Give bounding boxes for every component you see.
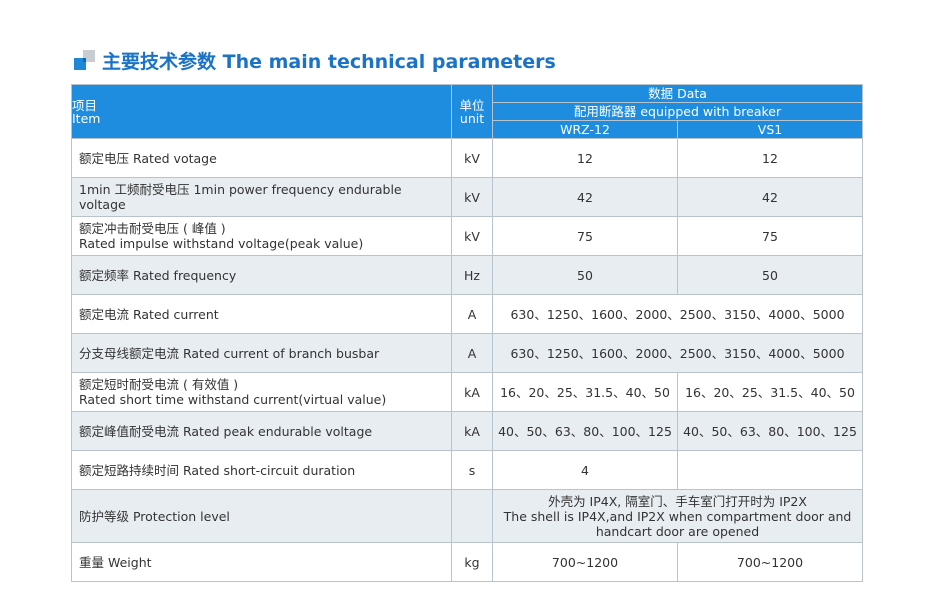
header-breaker: 配用断路器 equipped with breaker (491, 102, 864, 121)
row-unit: s (451, 450, 493, 490)
row-value-wrz12: 42 (492, 177, 678, 217)
table-row: 分支母线额定电流 Rated current of branch busbar … (71, 333, 864, 373)
row-name: 额定峰值耐受电流 Rated peak endurable voltage (71, 411, 452, 451)
section-heading: 主要技术参数 The main technical parameters (74, 46, 556, 74)
row-value-vs1: 700~1200 (676, 542, 864, 582)
row-name-cn: 额定短时耐受电流 ( 有效值 ) (79, 377, 239, 392)
row-value-wrz12: 16、20、25、31.5、40、50 (492, 372, 678, 412)
row-unit: A (451, 333, 493, 373)
table-row: 1min 工频耐受电压 1min power frequency endurab… (71, 177, 864, 217)
technical-parameters-table: 项目 Item 单位 unit 数据 Data 配用断路器 equipped w… (71, 84, 864, 582)
protection-line-en-2: handcart door are opened (595, 523, 760, 539)
row-value-merged: 630、1250、1600、2000、2500、3150、4000、5000 (491, 294, 864, 334)
header-unit-cn: 单位 (459, 97, 485, 113)
row-unit: A (451, 294, 493, 334)
row-name-cn: 额定冲击耐受电压 ( 峰值 ) (79, 221, 226, 236)
table-row: 防护等级 Protection level 外壳为 IP4X, 隔室门、手车室门… (71, 489, 864, 543)
row-name: 额定短路持续时间 Rated short-circuit duration (71, 450, 452, 490)
row-name: 额定电压 Rated votage (71, 138, 452, 178)
row-value-wrz12: 4 (492, 450, 678, 490)
row-unit: kV (451, 177, 493, 217)
row-unit: kA (451, 411, 493, 451)
row-value-vs1: 12 (676, 138, 864, 178)
row-name-en: Rated impulse withstand voltage(peak val… (79, 236, 364, 251)
table-row: 额定短时耐受电流 ( 有效值 ) Rated short time withst… (71, 372, 864, 412)
row-value-vs1: 16、20、25、31.5、40、50 (676, 372, 864, 412)
row-value-vs1 (676, 450, 864, 490)
row-name: 重量 Weight (71, 542, 452, 582)
table-row: 重量 Weight kg 700~1200 700~1200 (71, 542, 864, 582)
table-row: 额定电压 Rated votage kV 12 12 (71, 138, 864, 178)
row-value-wrz12: 50 (492, 255, 678, 295)
table-row: 额定冲击耐受电压 ( 峰值 ) Rated impulse withstand … (71, 216, 864, 256)
header-item-en: Item (72, 110, 101, 126)
protection-line-en-1: The shell is IP4X,and IP2X when compartm… (503, 508, 852, 524)
header-data: 数据 Data (491, 84, 864, 103)
row-unit: kV (451, 138, 493, 178)
table-row: 额定频率 Rated frequency Hz 50 50 (71, 255, 864, 295)
row-name: 分支母线额定电流 Rated current of branch busbar (71, 333, 452, 373)
header-col-vs1: VS1 (676, 120, 864, 139)
row-value-vs1: 50 (676, 255, 864, 295)
header-item-cn: 项目 (72, 97, 98, 113)
row-value-vs1: 42 (676, 177, 864, 217)
row-unit (451, 489, 493, 543)
row-value-merged: 外壳为 IP4X, 隔室门、手车室门打开时为 IP2X The shell is… (491, 489, 864, 543)
row-value-wrz12: 40、50、63、80、100、125 (492, 411, 678, 451)
header-col-wrz12: WRZ-12 (492, 120, 678, 139)
row-name-en: Rated short time withstand current(virtu… (79, 392, 387, 407)
row-unit: Hz (451, 255, 493, 295)
row-name: 1min 工频耐受电压 1min power frequency endurab… (71, 177, 452, 217)
table-row: 额定短路持续时间 Rated short-circuit duration s … (71, 450, 864, 490)
row-unit: kV (451, 216, 493, 256)
row-value-wrz12: 75 (492, 216, 678, 256)
row-name: 防护等级 Protection level (71, 489, 452, 543)
protection-line-cn: 外壳为 IP4X, 隔室门、手车室门打开时为 IP2X (548, 493, 807, 509)
row-value-vs1: 40、50、63、80、100、125 (676, 411, 864, 451)
row-value-wrz12: 700~1200 (492, 542, 678, 582)
row-value-merged: 630、1250、1600、2000、2500、3150、4000、5000 (491, 333, 864, 373)
blue-square-icon (74, 50, 96, 70)
row-unit: kA (451, 372, 493, 412)
header-unit-en: unit (459, 110, 485, 126)
row-name: 额定频率 Rated frequency (71, 255, 452, 295)
table-row: 额定电流 Rated current A 630、1250、1600、2000、… (71, 294, 864, 334)
section-title: 主要技术参数 The main technical parameters (102, 50, 556, 73)
row-name: 额定电流 Rated current (71, 294, 452, 334)
row-value-wrz12: 12 (492, 138, 678, 178)
header-item: 项目 Item (71, 84, 452, 139)
row-value-vs1: 75 (676, 216, 864, 256)
table-row: 额定峰值耐受电流 Rated peak endurable voltage kA… (71, 411, 864, 451)
row-unit: kg (451, 542, 493, 582)
row-name: 额定冲击耐受电压 ( 峰值 ) Rated impulse withstand … (71, 216, 452, 256)
header-unit: 单位 unit (451, 84, 493, 139)
row-name: 额定短时耐受电流 ( 有效值 ) Rated short time withst… (71, 372, 452, 412)
